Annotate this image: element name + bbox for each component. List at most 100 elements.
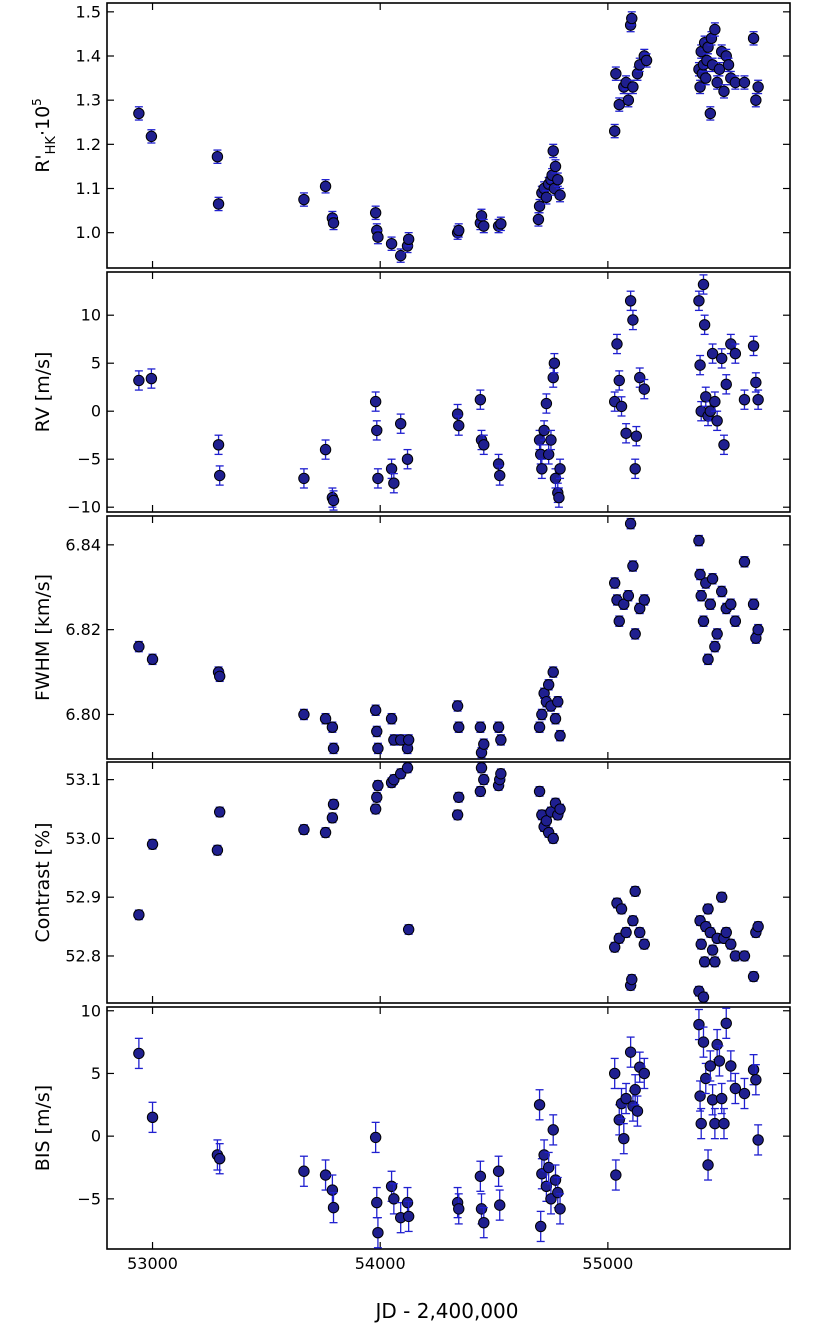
data-point [624,1046,637,1058]
data-point [474,785,487,798]
data-point [211,151,224,163]
data-point [610,67,622,80]
data-point [725,1060,737,1072]
data-point [693,295,705,307]
data-point [213,806,226,818]
data-point [752,81,764,93]
data-point [698,956,711,968]
data-point [608,125,621,137]
data-point [613,615,625,627]
data-point [629,885,641,898]
data-point [385,238,398,250]
data-point [608,1067,621,1080]
data-point [697,991,710,1003]
y-tick-label: 1.2 [76,135,101,154]
y-tick-label: 52.9 [65,888,101,907]
y-tick-label: −10 [67,498,101,517]
data-point [385,713,398,725]
data-point [634,371,646,384]
data-point [548,357,561,369]
data-point [133,107,145,120]
data-point [738,393,751,406]
data-point [542,679,555,691]
series-points [133,517,764,759]
data-point [747,970,760,983]
y-axis-label: Contrast [%] [32,822,54,942]
data-point [369,395,382,408]
data-point [700,72,712,84]
series-points [133,274,764,511]
data-point [478,439,490,451]
data-point [554,189,566,201]
data-point [385,1180,398,1193]
data-point [547,666,559,678]
data-point [388,1193,400,1205]
data-point [478,738,490,750]
data-point [695,590,707,602]
panel-bis: −5 0 5 10 BIS [m/s] [32,1001,791,1250]
data-point [629,1084,641,1096]
y-tick-label: 1.1 [76,179,101,198]
data-point [401,453,414,465]
data-point [475,762,488,774]
data-point [629,628,641,640]
data-point [213,1153,226,1165]
data-point [738,950,751,962]
data-point [213,670,226,683]
data-point [622,590,635,602]
data-point [212,198,225,210]
data-point [536,708,548,721]
data-point [453,1203,465,1215]
data-point [704,1060,717,1072]
data-point [474,393,487,406]
data-point [401,762,414,774]
data-point [451,408,464,420]
data-point [694,1090,706,1102]
data-point [133,909,145,921]
data-point [752,623,764,636]
data-point [711,76,723,89]
data-point [640,54,653,67]
data-point [453,419,465,432]
data-point [319,826,332,839]
data-point [711,415,723,427]
data-point [549,713,562,725]
panel-frame [106,271,791,513]
data-point [638,383,650,395]
x-tick-label: 55000 [582,1254,633,1273]
data-point [697,1036,710,1048]
data-point [638,594,650,606]
data-point [394,249,407,262]
data-point [133,1047,145,1060]
series-points [133,11,764,263]
data-point [478,1216,490,1229]
data-point [716,891,728,903]
data-point [611,338,623,350]
data-point [492,721,505,733]
data-point [554,1203,566,1215]
data-point [327,494,340,507]
data-point [700,391,712,403]
y-tick-label: 5 [91,354,101,373]
data-point [718,439,730,451]
data-point [319,180,332,192]
data-point [372,742,384,755]
data-point [747,32,760,45]
x-tick-label: 53000 [127,1254,178,1273]
data-point [638,938,650,950]
data-point [627,314,639,326]
data-point [533,200,546,212]
data-point [495,768,507,780]
data-point [553,491,565,504]
data-point [694,359,706,371]
data-point [709,956,721,968]
data-point [212,439,225,451]
data-point [638,1067,650,1080]
data-point [535,1220,547,1233]
data-point [750,376,762,389]
data-point [554,463,566,475]
data-point [146,838,159,850]
data-point [371,1196,383,1209]
data-point [298,708,310,721]
data-point [369,1131,382,1144]
